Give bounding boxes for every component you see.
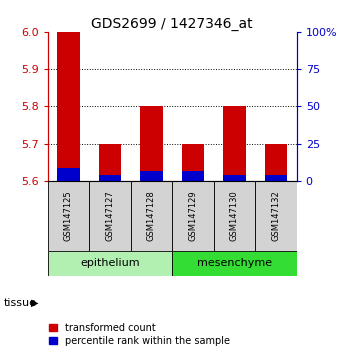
Bar	[265, 143, 287, 181]
Bar	[172, 251, 297, 276]
Bar	[48, 251, 172, 276]
Bar	[214, 181, 255, 251]
Bar	[181, 143, 204, 181]
Text: GSM147127: GSM147127	[105, 190, 115, 241]
Bar	[140, 171, 163, 181]
Text: ▶: ▶	[31, 298, 38, 308]
Title: GDS2699 / 1427346_at: GDS2699 / 1427346_at	[91, 17, 253, 31]
Bar	[57, 32, 80, 181]
Text: tissue: tissue	[3, 298, 36, 308]
Bar	[89, 181, 131, 251]
Text: GSM147130: GSM147130	[230, 190, 239, 241]
Bar	[223, 175, 246, 181]
Bar	[172, 181, 214, 251]
Legend: transformed count, percentile rank within the sample: transformed count, percentile rank withi…	[49, 323, 230, 346]
Bar	[48, 181, 89, 251]
Bar	[99, 143, 121, 181]
Text: GSM147129: GSM147129	[189, 190, 197, 241]
Text: GSM147125: GSM147125	[64, 190, 73, 241]
Bar	[265, 175, 287, 181]
Bar	[99, 175, 121, 181]
Bar	[255, 181, 297, 251]
Text: GSM147132: GSM147132	[271, 190, 280, 241]
Bar	[181, 171, 204, 181]
Text: GSM147128: GSM147128	[147, 190, 156, 241]
Bar	[140, 106, 163, 181]
Bar	[223, 106, 246, 181]
Bar	[131, 181, 172, 251]
Bar	[57, 168, 80, 181]
Text: mesenchyme: mesenchyme	[197, 258, 272, 268]
Text: epithelium: epithelium	[80, 258, 140, 268]
